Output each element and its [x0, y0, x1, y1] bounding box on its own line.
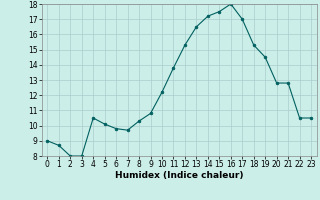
X-axis label: Humidex (Indice chaleur): Humidex (Indice chaleur)	[115, 171, 244, 180]
